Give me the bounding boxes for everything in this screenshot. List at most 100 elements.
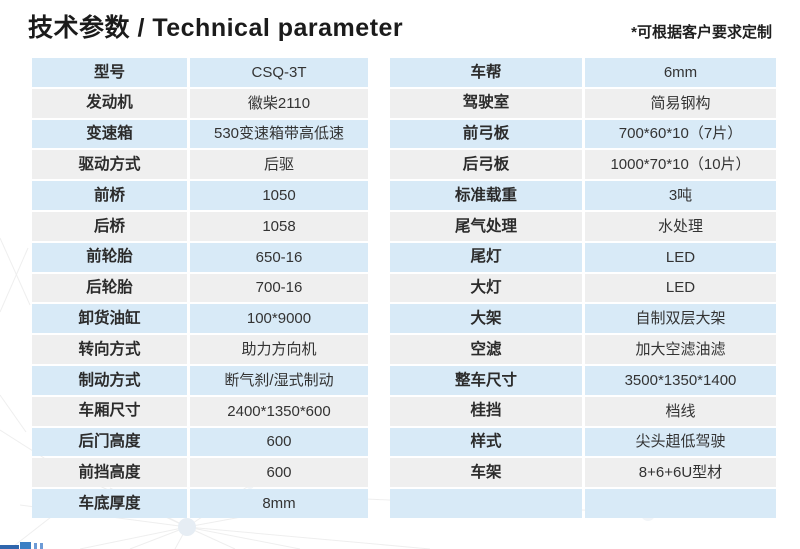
logo-square xyxy=(20,542,31,549)
spec-table-left: 型号 CSQ-3T 发动机 徽柴2110 变速箱 530变速箱带高低速 驱动方式 后驱 前桥 10… xyxy=(32,58,368,518)
table-row xyxy=(390,489,776,518)
param-value: LED xyxy=(585,273,776,303)
param-value: 1058 xyxy=(190,211,368,241)
table-row: 后门高度 600 xyxy=(32,427,368,457)
param-label: 发动机 xyxy=(32,88,187,118)
logo-bar xyxy=(0,545,19,549)
param-value: CSQ-3T xyxy=(190,58,368,87)
table-row: 变速箱 530变速箱带高低速 xyxy=(32,119,368,149)
param-label: 驱动方式 xyxy=(32,150,187,180)
table-row: 整车尺寸 3500*1350*1400 xyxy=(390,365,776,395)
param-label xyxy=(390,489,582,518)
header: 技术参数 / Technical parameter *可根据客户要求定制 xyxy=(28,8,772,44)
param-value: 650-16 xyxy=(190,242,368,272)
param-value: 助力方向机 xyxy=(190,335,368,364)
table-row: 型号 CSQ-3T xyxy=(32,58,368,87)
param-value: 6mm xyxy=(585,58,776,87)
param-label: 型号 xyxy=(32,58,187,87)
table-row: 标准载重 3吨 xyxy=(390,181,776,210)
table-row: 发动机 徽柴2110 xyxy=(32,88,368,118)
page-title: 技术参数 / Technical parameter xyxy=(28,14,404,42)
param-value: 后驱 xyxy=(190,150,368,180)
param-label: 整车尺寸 xyxy=(390,365,582,395)
table-row: 大灯 LED xyxy=(390,273,776,303)
param-label: 车架 xyxy=(390,458,582,488)
param-label: 变速箱 xyxy=(32,119,187,149)
param-label: 前弓板 xyxy=(390,119,582,149)
param-value: 1000*70*10（10片） xyxy=(585,150,776,180)
table-row: 尾灯 LED xyxy=(390,242,776,272)
param-label: 驾驶室 xyxy=(390,88,582,118)
table-row: 后桥 1058 xyxy=(32,211,368,241)
param-value: 3吨 xyxy=(585,181,776,210)
table-row: 前挡高度 600 xyxy=(32,458,368,488)
table-row: 车厢尺寸 2400*1350*600 xyxy=(32,396,368,426)
table-row: 样式 尖头趄低驾驶 xyxy=(390,427,776,457)
param-value: 尖头趄低驾驶 xyxy=(585,427,776,457)
table-row: 驾驶室 简易钢构 xyxy=(390,88,776,118)
param-value: 1050 xyxy=(190,181,368,210)
table-row: 卸货油缸 100*9000 xyxy=(32,304,368,334)
logo-fragment xyxy=(0,541,50,549)
logo-tick xyxy=(40,543,43,549)
table-row: 驱动方式 后驱 xyxy=(32,150,368,180)
table-row: 转向方式 助力方向机 xyxy=(32,335,368,364)
param-label: 空滤 xyxy=(390,335,582,364)
param-value: 档线 xyxy=(585,396,776,426)
param-label: 车厢尺寸 xyxy=(32,396,187,426)
table-row: 车底厚度 8mm xyxy=(32,489,368,518)
param-value xyxy=(585,489,776,518)
param-value: 600 xyxy=(190,427,368,457)
param-label: 后门高度 xyxy=(32,427,187,457)
param-label: 车底厚度 xyxy=(32,489,187,518)
param-value: 2400*1350*600 xyxy=(190,396,368,426)
param-label: 前轮胎 xyxy=(32,242,187,272)
param-value: 700*60*10（7片） xyxy=(585,119,776,149)
table-row: 车帮 6mm xyxy=(390,58,776,87)
param-value: 简易钢构 xyxy=(585,88,776,118)
param-value: 600 xyxy=(190,458,368,488)
table-row: 前弓板 700*60*10（7片） xyxy=(390,119,776,149)
table-row: 后弓板 1000*70*10（10片） xyxy=(390,150,776,180)
table-row: 前桥 1050 xyxy=(32,181,368,210)
table-row: 前轮胎 650-16 xyxy=(32,242,368,272)
table-row: 车架 8+6+6U型材 xyxy=(390,458,776,488)
table-row: 制动方式 断气刹/湿式制动 xyxy=(32,365,368,395)
param-label: 大灯 xyxy=(390,273,582,303)
spec-table-right: 车帮 6mm 驾驶室 简易钢构 前弓板 700*60*10（7片） 后弓板 1000*70*1… xyxy=(390,58,776,518)
param-label: 前挡高度 xyxy=(32,458,187,488)
table-row: 桂挡 档线 xyxy=(390,396,776,426)
param-value: 100*9000 xyxy=(190,304,368,334)
table-row: 后轮胎 700-16 xyxy=(32,273,368,303)
param-label: 标准载重 xyxy=(390,181,582,210)
param-label: 卸货油缸 xyxy=(32,304,187,334)
param-value: 徽柴2110 xyxy=(190,88,368,118)
param-value: 700-16 xyxy=(190,273,368,303)
param-value: 自制双层大架 xyxy=(585,304,776,334)
param-label: 大架 xyxy=(390,304,582,334)
param-value: 断气刹/湿式制动 xyxy=(190,365,368,395)
param-label: 后桥 xyxy=(32,211,187,241)
param-value: 8+6+6U型材 xyxy=(585,458,776,488)
pattern-node xyxy=(178,518,196,536)
table-row: 尾气处理 水处理 xyxy=(390,211,776,241)
param-label: 后轮胎 xyxy=(32,273,187,303)
param-value: 3500*1350*1400 xyxy=(585,365,776,395)
param-label: 转向方式 xyxy=(32,335,187,364)
table-row: 大架 自制双层大架 xyxy=(390,304,776,334)
param-label: 样式 xyxy=(390,427,582,457)
param-label: 车帮 xyxy=(390,58,582,87)
param-label: 尾灯 xyxy=(390,242,582,272)
param-value: 8mm xyxy=(190,489,368,518)
param-label: 后弓板 xyxy=(390,150,582,180)
param-label: 前桥 xyxy=(32,181,187,210)
param-label: 尾气处理 xyxy=(390,211,582,241)
param-label: 桂挡 xyxy=(390,396,582,426)
param-value: 530变速箱带高低速 xyxy=(190,119,368,149)
param-value: 加大空滤油滤 xyxy=(585,335,776,364)
param-value: 水处理 xyxy=(585,211,776,241)
param-value: LED xyxy=(585,242,776,272)
customization-note: *可根据客户要求定制 xyxy=(631,24,772,41)
logo-tick xyxy=(34,543,37,549)
param-label: 制动方式 xyxy=(32,365,187,395)
